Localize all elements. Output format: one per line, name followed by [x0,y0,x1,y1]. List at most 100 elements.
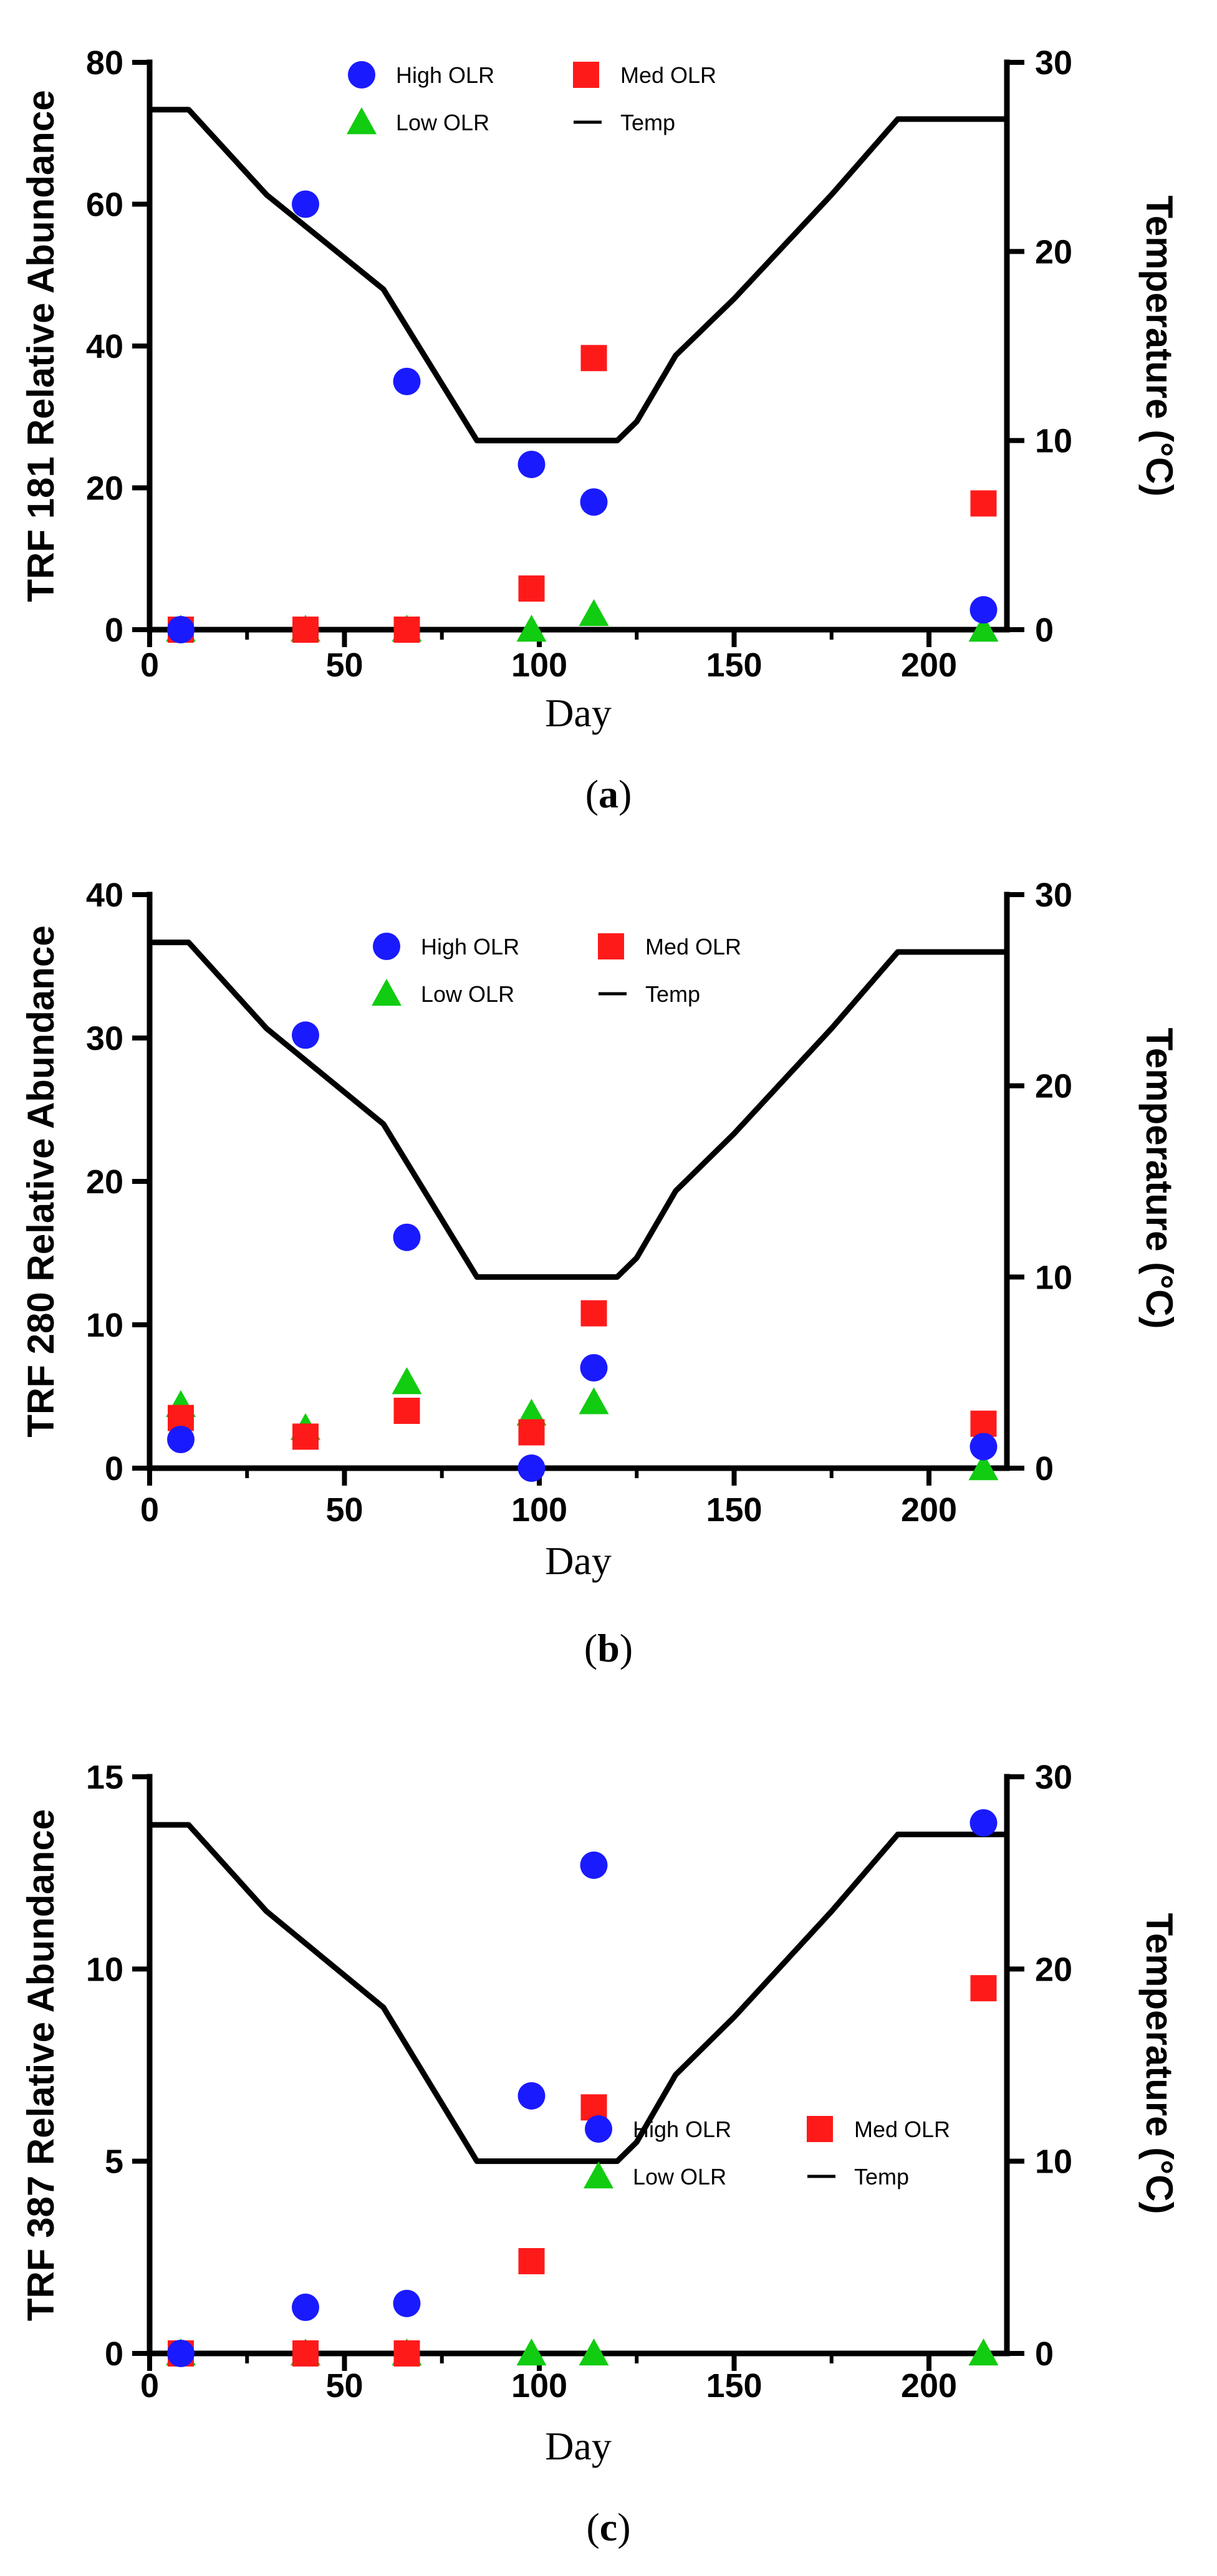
y-tick-label: 15 [86,1759,123,1796]
y-tick-label: 0 [105,2335,123,2373]
legend-low-marker [347,107,377,135]
y2-tick-label: 20 [1035,1068,1072,1105]
legend-low-marker [372,979,402,1006]
med-olr-point [393,2340,420,2367]
legend-temp-label: Temp [620,110,675,135]
caption-open: ( [586,2505,599,2549]
y2-axis-label: Temperature (°C) [1138,1028,1180,1329]
low-olr-point [579,598,609,627]
caption-open: ( [585,772,599,816]
x-tick-label: 0 [140,646,159,684]
legend-high-marker [373,933,400,960]
y-tick-label: 5 [105,2143,123,2181]
y-axis-label: TRF 280 Relative Abundance [20,925,62,1437]
x-tick-label: 50 [325,1491,363,1529]
y-tick-label: 10 [86,1951,123,1988]
med-olr-point [580,345,607,372]
caption-letter: c [600,2505,617,2549]
x-tick-label: 100 [511,646,567,684]
y-tick-label: 0 [105,612,123,649]
high-olr-point [969,596,998,624]
chart-b-svg: 0 50 100 150 200 0 10 20 30 40 0 10 20 30 Day TRF 280 R… [20,877,1180,1670]
x-axis-label: Day [545,1539,612,1583]
y2-tick-label: 10 [1035,423,1072,460]
y-tick-label: 80 [86,44,123,82]
high-olr-point [393,367,421,395]
x-tick-label: 200 [901,2367,957,2405]
y2-tick-label: 30 [1035,44,1072,82]
high-olr-point [517,2082,546,2110]
x-tick-label: 50 [325,2367,363,2405]
y2-axis-label: Temperature (°C) [1138,1913,1180,2214]
y-tick-label: 20 [86,1163,123,1201]
caption-letter: a [599,772,618,816]
caption-close: ) [617,2505,630,2549]
low-olr-point [579,1387,609,1415]
caption-open: ( [584,1626,597,1670]
x-tick-label: 0 [140,2367,159,2405]
high-olr-point [167,1426,195,1453]
med-olr-point [518,1419,545,1446]
low-olr-point [968,1453,999,1481]
chart-a-svg: 0 50 100 150 200 0 20 40 60 80 0 10 20 30 Day TRF 181 R… [20,44,1180,816]
med-olr-point [518,2248,545,2274]
high-olr-point [393,2289,421,2317]
legend-high-marker [585,2115,612,2143]
y-tick-label: 10 [86,1307,123,1344]
y2-axis-label: Temperature (°C) [1138,196,1180,497]
y2-tick-label: 0 [1035,2335,1054,2373]
caption-close: ) [618,772,632,816]
legend-med-marker [807,2116,833,2142]
med-olr-point [292,617,319,643]
chart-panel-a: 0 50 100 150 200 0 20 40 60 80 0 10 20 30 Day TRF 181 R… [0,0,1217,854]
y2-tick-label: 30 [1035,1759,1072,1796]
x-tick-label: 150 [706,1491,762,1529]
med-olr-point [518,575,545,602]
y2-tick-label: 20 [1035,1951,1072,1988]
low-olr-point [516,1398,547,1426]
med-olr-point [393,617,420,643]
y2-tick-label: 10 [1035,2143,1072,2181]
y2-tick-label: 10 [1035,1259,1072,1296]
legend-high-label: High OLR [421,934,519,959]
med-olr-point [580,1300,607,1327]
legend-med-marker [573,62,599,88]
y-axis-label: TRF 181 Relative Abundance [20,90,62,602]
high-olr-point [292,190,319,218]
legend-high-marker [348,61,375,89]
x-tick-label: 0 [140,1491,159,1529]
high-olr-point [167,616,195,643]
med-olr-point [970,490,997,517]
x-tick-label: 50 [325,646,363,684]
temp-series-line [150,1822,1007,2165]
legend-low-label: Low OLR [421,981,514,1007]
high-olr-point [580,488,608,516]
med-olr-point [292,2340,319,2367]
x-tick-label: 150 [706,646,762,684]
y-tick-label: 40 [86,877,123,914]
legend-med-label: Med OLR [645,934,741,959]
panel-caption: (c) [586,2505,630,2549]
y2-tick-label: 30 [1035,877,1072,914]
temp-series-line [150,940,1007,1280]
y-tick-label: 40 [86,328,123,365]
y-tick-label: 30 [86,1020,123,1057]
panel-caption: (b) [584,1626,633,1670]
high-olr-point [393,1223,421,1251]
y2-tick-label: 0 [1035,1450,1054,1487]
y-tick-label: 20 [86,470,123,507]
legend-temp-label: Temp [854,2164,909,2189]
low-olr-point [968,2338,999,2366]
high-olr-point [517,1454,546,1482]
x-tick-label: 200 [901,646,957,684]
high-olr-point [167,2340,195,2367]
x-axis-label: Day [545,2424,612,2468]
y2-tick-label: 0 [1035,612,1054,649]
legend-high-label: High OLR [633,2117,731,2142]
legend-temp-label: Temp [645,981,700,1007]
high-olr-point [292,2294,319,2321]
x-tick-label: 150 [706,2367,762,2405]
chart-panel-b: 0 50 100 150 200 0 10 20 30 40 0 10 20 30 Day TRF 280 R… [0,854,1217,1714]
high-olr-point [969,1809,998,1837]
